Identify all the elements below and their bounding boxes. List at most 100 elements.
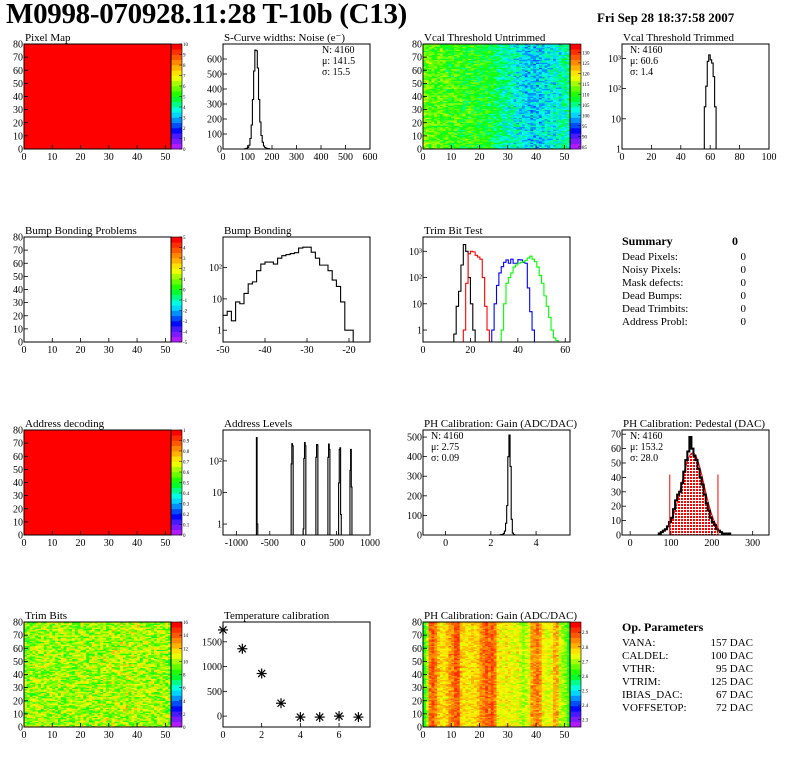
heatmap-cell	[445, 101, 449, 104]
heatmap-cell	[482, 125, 486, 127]
heatmap-cell	[521, 61, 526, 63]
heatmap-cell	[425, 128, 429, 130]
heatmap-cell	[442, 113, 446, 116]
heatmap-cell	[547, 122, 551, 125]
heatmap-cell	[493, 80, 497, 83]
heatmap-cell	[434, 97, 438, 100]
heatmap-cell	[530, 138, 534, 141]
heatmap-cell	[32, 644, 36, 646]
heatmap-cell	[442, 89, 446, 92]
heatmap-cell	[439, 72, 444, 75]
heatmap-cell	[527, 92, 531, 95]
heatmap-cell	[465, 108, 469, 110]
heatmap-cell	[451, 59, 455, 62]
heatmap-cell	[550, 121, 554, 124]
heatmap-cell	[536, 50, 540, 53]
heatmap-cell	[468, 138, 472, 141]
heatmap-cell	[490, 100, 494, 103]
heatmap-cell	[462, 61, 466, 63]
heatmap-cell	[558, 91, 562, 93]
heatmap-cell	[567, 99, 570, 101]
heatmap-cell	[555, 66, 559, 68]
heatmap-cell	[564, 71, 568, 74]
heatmap-cell	[490, 137, 494, 139]
heatmap-cell	[471, 47, 475, 50]
heatmap-cell	[32, 698, 36, 700]
heatmap-cell	[437, 134, 441, 137]
palette-swatch	[171, 122, 182, 129]
heatmap-cell	[32, 665, 36, 667]
heatmap-cell	[488, 124, 492, 126]
heatmap-cell	[516, 104, 520, 106]
heatmap-cell	[555, 112, 559, 114]
heatmap-cell	[439, 53, 444, 55]
heatmap-cell	[550, 126, 554, 129]
heatmap-cell	[479, 143, 483, 146]
heatmap-cell	[555, 68, 559, 71]
heatmap-cell	[431, 96, 435, 99]
heatmap-cell	[468, 80, 472, 83]
heatmap-cell	[550, 89, 554, 92]
heatmap-cell	[547, 130, 551, 133]
heatmap-cell	[493, 114, 497, 117]
heatmap-cell	[459, 110, 463, 113]
heatmap-cell	[32, 677, 36, 679]
heatmap-cell	[471, 63, 475, 66]
heatmap-cell	[29, 641, 33, 644]
heatmap-cell	[530, 49, 534, 51]
heatmap-cell	[507, 82, 511, 84]
y-tick-label: 10³	[409, 247, 422, 258]
heatmap-cell	[29, 652, 33, 654]
heatmap-cell	[553, 137, 557, 139]
x-tick-label: 30	[104, 538, 114, 549]
x-tick-label: -50	[216, 345, 229, 356]
heatmap-cell	[496, 134, 500, 137]
heatmap-cell	[493, 45, 497, 47]
heatmap-cell	[29, 629, 33, 632]
heatmap-cell	[561, 145, 565, 147]
heatmap-cell	[536, 93, 540, 96]
heatmap-cell	[530, 121, 534, 124]
heatmap-cell	[459, 134, 463, 137]
heatmap-cell	[456, 54, 461, 57]
palette-swatch	[171, 315, 182, 322]
heatmap-cell	[473, 72, 478, 75]
heatmap-cell	[502, 47, 506, 50]
heatmap-cell	[538, 129, 543, 131]
heatmap-cell	[465, 89, 469, 92]
heatmap-cell	[434, 82, 438, 84]
heatmap-cell	[567, 45, 570, 47]
heatmap-cell	[425, 114, 429, 117]
heatmap-cell	[425, 59, 429, 62]
heatmap-cell	[558, 108, 562, 110]
heatmap-cell	[425, 87, 429, 89]
heatmap-cell	[488, 99, 492, 101]
heatmap-cell	[530, 112, 534, 114]
heatmap-cell	[519, 101, 523, 104]
heatmap-cell	[473, 129, 478, 131]
heatmap-cell	[553, 135, 557, 138]
heatmap-cell	[26, 631, 30, 633]
heatmap-cell	[434, 74, 438, 76]
heatmap-cell	[459, 89, 463, 92]
heatmap-cell	[507, 141, 511, 143]
heatmap-cell	[482, 74, 486, 76]
heatmap-cell	[555, 110, 559, 113]
heatmap-cell	[456, 126, 461, 129]
heatmap-cell	[567, 107, 570, 109]
heatmap-cell	[439, 128, 444, 130]
heatmap-cell	[530, 117, 534, 120]
heatmap-cell	[513, 141, 517, 143]
heatmap-cell	[521, 118, 526, 121]
heatmap-cell	[431, 142, 435, 145]
heatmap-cell	[496, 108, 500, 110]
heatmap-cell	[519, 130, 523, 133]
heatmap-cell	[473, 89, 478, 92]
heatmap-cell	[550, 83, 554, 85]
heatmap-cell	[485, 126, 489, 129]
heatmap-cell	[468, 66, 472, 68]
heatmap-cell	[519, 118, 523, 121]
heatmap-cell	[24, 707, 28, 709]
palette-swatch	[171, 258, 182, 264]
heatmap-cell	[456, 121, 461, 124]
